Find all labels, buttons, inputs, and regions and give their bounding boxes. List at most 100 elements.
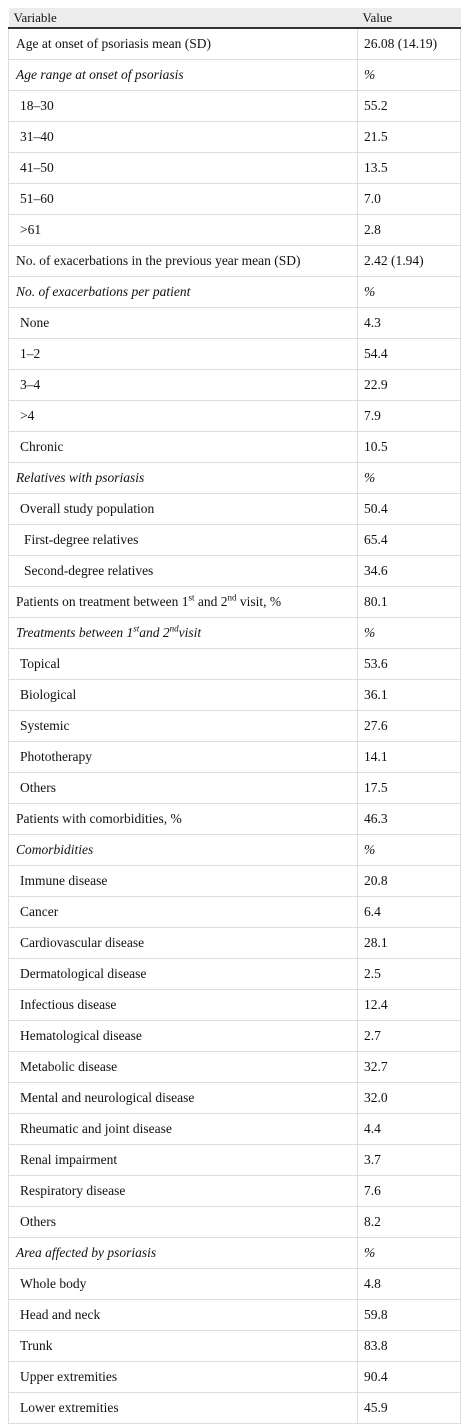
label-text: Respiratory disease — [20, 1183, 126, 1198]
value-cell: 8.2 — [357, 1206, 461, 1238]
value-cell: 10.5 — [357, 431, 461, 463]
table-row: 51–60 7.0 — [8, 183, 461, 215]
table-row: Patients with comorbidities, % 46.3 — [8, 803, 461, 835]
table-row: >61 2.8 — [8, 214, 461, 246]
value-cell: 2.8 — [357, 214, 461, 246]
value-cell: 2.42 (1.94) — [357, 245, 461, 277]
variable-cell: 3–4 — [8, 369, 358, 401]
variable-cell: Trunk — [8, 1330, 358, 1362]
variable-cell: Comorbidities — [8, 834, 358, 866]
label-text: Mental and neurological disease — [20, 1090, 195, 1105]
table-row: Age at onset of psoriasis mean (SD) 26.08… — [8, 27, 461, 60]
variable-cell: No. of exacerbations in the previous yea… — [8, 245, 358, 277]
value-cell: 32.0 — [357, 1082, 461, 1114]
value-cell: 59.8 — [357, 1299, 461, 1331]
label-text: 41–50 — [20, 160, 54, 175]
variable-cell: Overall study population — [8, 493, 358, 525]
table-row: Comorbidities% — [8, 834, 461, 866]
table-row: Hematological disease 2.7 — [8, 1020, 461, 1052]
label-text: Systemic — [20, 718, 70, 733]
label-text: and 2 — [139, 625, 170, 640]
table-row: Cancer 6.4 — [8, 896, 461, 928]
table-row: Age range at onset of psoriasis% — [8, 59, 461, 91]
value-cell: % — [357, 276, 461, 308]
value-cell: 32.7 — [357, 1051, 461, 1083]
variable-cell: >4 — [8, 400, 358, 432]
value-cell: 34.6 — [357, 555, 461, 587]
variable-cell: >61 — [8, 214, 358, 246]
label-text: 51–60 — [20, 191, 54, 206]
table-row: Treatments between 1stand 2ndvisit% — [8, 617, 461, 649]
variable-cell: None — [8, 307, 358, 339]
label-text: >61 — [20, 222, 42, 237]
label-text: Dermatological disease — [20, 966, 147, 981]
variable-cell: Metabolic disease — [8, 1051, 358, 1083]
table-row: Cardiovascular disease 28.1 — [8, 927, 461, 959]
value-cell: 12.4 — [357, 989, 461, 1021]
table-row: Phototherapy 14.1 — [8, 741, 461, 773]
variable-cell: Mental and neurological disease — [8, 1082, 358, 1114]
label-text: Lower extremities — [20, 1400, 119, 1415]
label-text: Others — [20, 780, 56, 795]
label-text: Hematological disease — [20, 1028, 142, 1043]
variable-cell: Cardiovascular disease — [8, 927, 358, 959]
value-cell: 2.5 — [357, 958, 461, 990]
table-row: Head and neck 59.8 — [8, 1299, 461, 1331]
table-row: Metabolic disease 32.7 — [8, 1051, 461, 1083]
superscript: nd — [169, 623, 179, 634]
label-text: Head and neck — [20, 1307, 101, 1322]
label-text: 1–2 — [20, 346, 41, 361]
label-text: visit, % — [236, 594, 282, 609]
value-cell: 7.0 — [357, 183, 461, 215]
value-cell: 50.4 — [357, 493, 461, 525]
variable-cell: Age at onset of psoriasis mean (SD) — [8, 27, 358, 60]
value-cell: % — [357, 1237, 461, 1269]
table-row: Immune disease 20.8 — [8, 865, 461, 897]
variable-cell: Area affected by psoriasis — [8, 1237, 358, 1269]
label-text: >4 — [20, 408, 35, 423]
label-text: Area affected by psoriasis — [16, 1245, 157, 1260]
value-cell: % — [357, 834, 461, 866]
label-text: Treatments between 1 — [16, 625, 134, 640]
label-text: Cancer — [20, 904, 59, 919]
table-row: First-degree relatives 65.4 — [8, 524, 461, 556]
label-text: Infectious disease — [20, 997, 117, 1012]
variable-cell: No. of exacerbations per patient — [8, 276, 358, 308]
label-text: Cardiovascular disease — [20, 935, 145, 950]
value-cell: 2.7 — [357, 1020, 461, 1052]
label-text: visit — [178, 625, 202, 640]
table-row: No. of exacerbations per patient% — [8, 276, 461, 308]
table-row: 41–50 13.5 — [8, 152, 461, 184]
table-row: 31–40 21.5 — [8, 121, 461, 153]
label-text: 3–4 — [20, 377, 41, 392]
value-cell: 28.1 — [357, 927, 461, 959]
label-text: Chronic — [20, 439, 64, 454]
table-row: Relatives with psoriasis% — [8, 462, 461, 494]
header-row: Variable Value — [8, 8, 461, 29]
variable-cell: First-degree relatives — [8, 524, 358, 556]
table-row: 1–2 54.4 — [8, 338, 461, 370]
table-row: Renal impairment 3.7 — [8, 1144, 461, 1176]
value-cell: 26.08 (14.19) — [357, 27, 461, 60]
variable-cell: Rheumatic and joint disease — [8, 1113, 358, 1145]
table-row: Dermatological disease 2.5 — [8, 958, 461, 990]
variable-cell: Topical — [8, 648, 358, 680]
variable-cell: Cancer — [8, 896, 358, 928]
value-cell: 83.8 — [357, 1330, 461, 1362]
label-text: Whole body — [20, 1276, 87, 1291]
label-text: Comorbidities — [16, 842, 94, 857]
label-text: Age at onset of psoriasis mean (SD) — [16, 36, 211, 51]
variable-cell: Phototherapy — [8, 741, 358, 773]
value-cell: 4.4 — [357, 1113, 461, 1145]
label-text: Biological — [20, 687, 77, 702]
label-text: No. of exacerbations in the previous yea… — [16, 253, 301, 268]
variable-cell: Biological — [8, 679, 358, 711]
variable-cell: Lower extremities — [8, 1392, 358, 1424]
variable-cell: Second-degree relatives — [8, 555, 358, 587]
label-text: Phototherapy — [20, 749, 92, 764]
table-row: No. of exacerbations in the previous yea… — [8, 245, 461, 277]
table-row: Overall study population 50.4 — [8, 493, 461, 525]
variable-cell: 18–30 — [8, 90, 358, 122]
table-row: 18–30 55.2 — [8, 90, 461, 122]
table-row: Respiratory disease 7.6 — [8, 1175, 461, 1207]
